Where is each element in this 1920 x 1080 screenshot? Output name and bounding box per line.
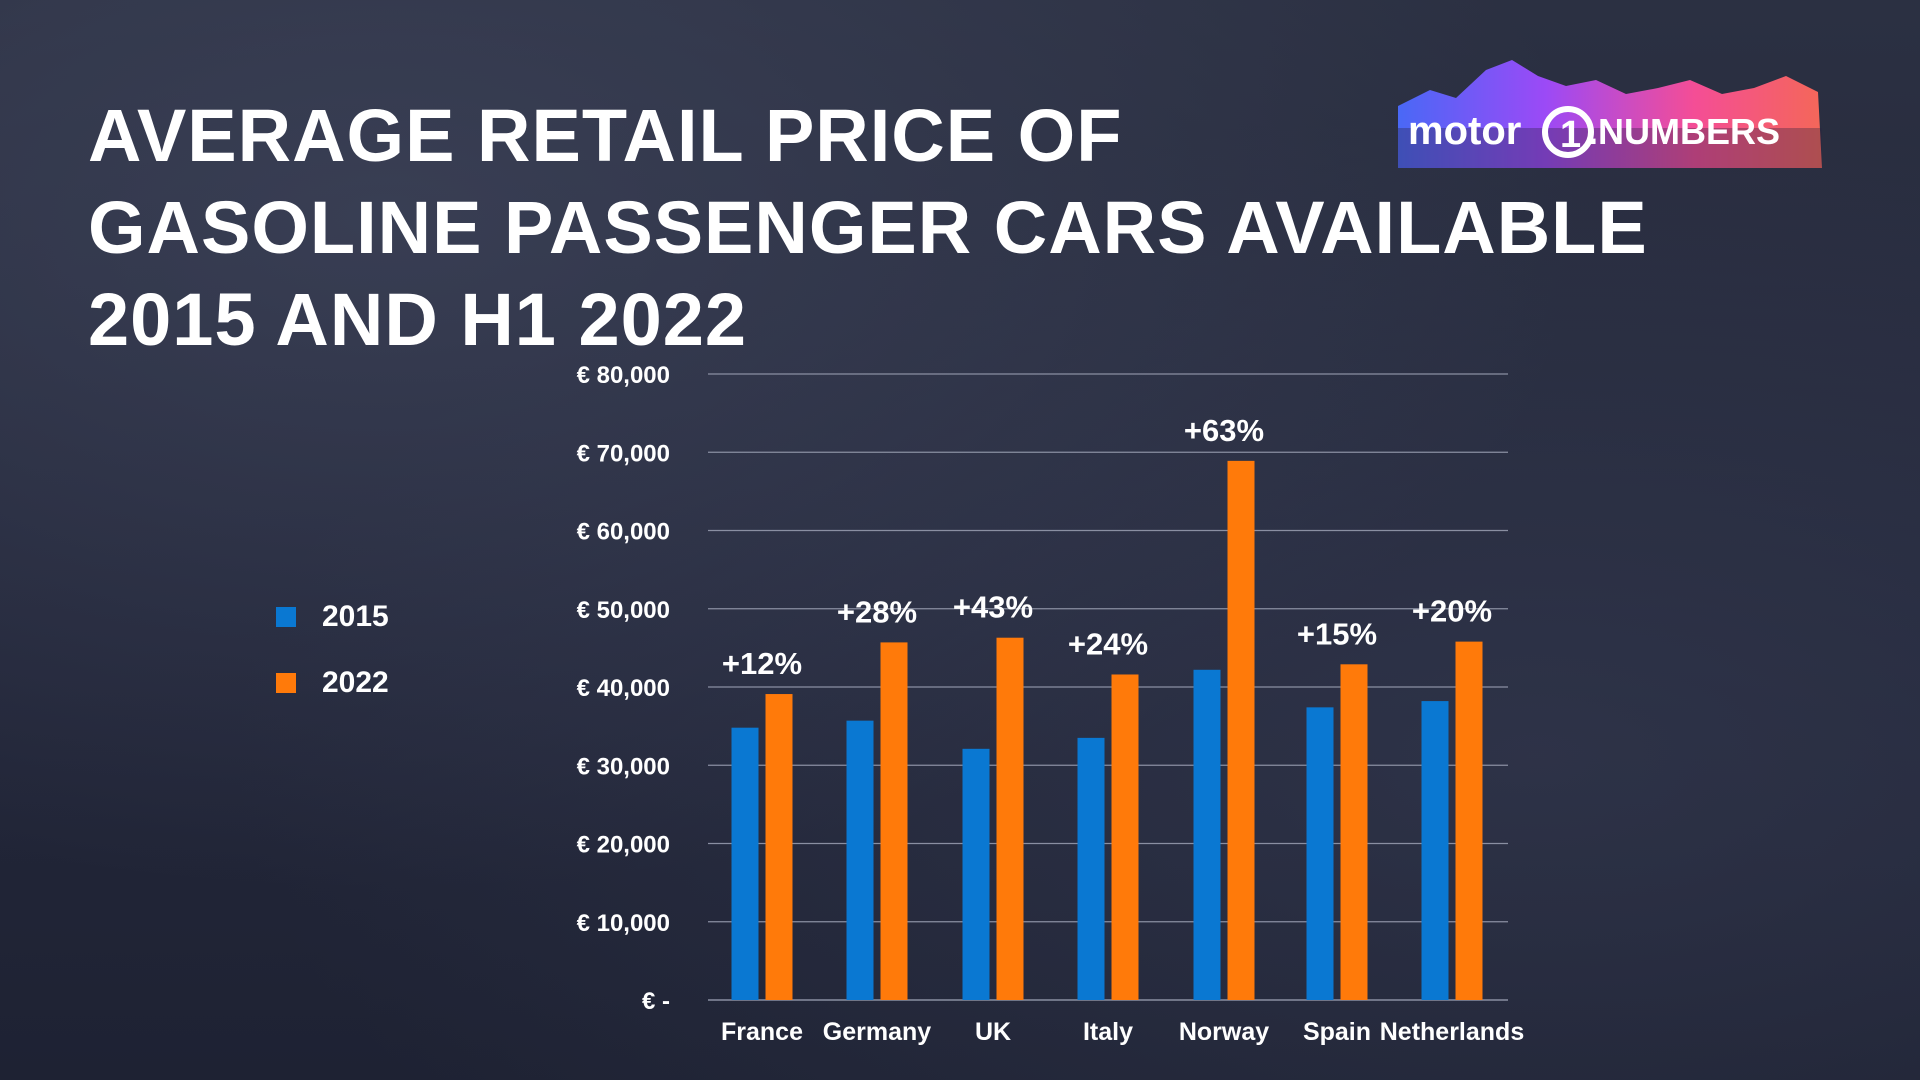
bar-2022 [1111, 674, 1139, 1000]
logo-ring-icon [1542, 106, 1594, 158]
y-tick-label: € 20,000 [577, 832, 670, 859]
title-line-2: GASOLINE PASSENGER CARS AVAILABLE [88, 186, 1648, 269]
change-label: +20% [1412, 594, 1492, 629]
bar-2015 [731, 727, 759, 1000]
x-tick-label: Italy [1083, 1018, 1133, 1046]
x-tick-label: Germany [823, 1018, 931, 1046]
x-tick-label: Spain [1303, 1018, 1371, 1046]
change-label: +15% [1297, 616, 1377, 651]
chart-legend: 2015 2022 [276, 584, 389, 716]
title-line-1: AVERAGE RETAIL PRICE OF [88, 94, 1123, 177]
bar-2022 [996, 637, 1024, 1000]
logo-text-motor: motor [1408, 109, 1521, 153]
legend-swatch-2015 [276, 607, 296, 627]
bar-2022 [880, 642, 908, 1000]
mountain-skyline-icon [1398, 60, 1822, 168]
bar-2015 [962, 748, 990, 1000]
bar-2022 [1455, 641, 1483, 1000]
change-label: +24% [1068, 626, 1148, 661]
y-tick-label: € - [642, 988, 670, 1015]
bar-2022 [765, 694, 793, 1000]
x-tick-label: France [721, 1018, 803, 1046]
bar-2015 [1193, 669, 1221, 1000]
y-tick-label: € 10,000 [577, 910, 670, 937]
logo-numeral: 1 [1560, 114, 1581, 156]
change-label: +28% [837, 594, 917, 629]
x-tick-label: Norway [1179, 1018, 1269, 1046]
legend-item-2022: 2022 [276, 650, 389, 716]
bar-2015 [846, 720, 874, 1000]
y-tick-label: € 30,000 [577, 753, 670, 780]
bar-2022 [1340, 664, 1368, 1000]
legend-label-2022: 2022 [322, 666, 389, 699]
legend-item-2015: 2015 [276, 584, 389, 650]
chart-title: AVERAGE RETAIL PRICE OF GASOLINE PASSENG… [88, 90, 1648, 366]
y-tick-label: € 70,000 [577, 440, 670, 467]
bar-2015 [1306, 707, 1334, 1000]
x-tick-label: UK [975, 1018, 1011, 1046]
legend-swatch-2022 [276, 673, 296, 693]
change-label: +12% [722, 646, 802, 681]
logo-text-numbers: .NUMBERS [1588, 111, 1780, 152]
y-tick-label: € 80,000 [577, 362, 670, 389]
legend-label-2015: 2015 [322, 600, 389, 633]
y-tick-label: € 40,000 [577, 675, 670, 702]
x-tick-label: Netherlands [1380, 1018, 1524, 1046]
bar-2022 [1227, 460, 1255, 1000]
y-tick-label: € 50,000 [577, 597, 670, 624]
y-tick-label: € 60,000 [577, 519, 670, 546]
change-label: +43% [953, 590, 1033, 625]
bar-2015 [1077, 737, 1105, 1000]
change-label: +63% [1184, 413, 1264, 448]
title-line-3: 2015 AND H1 2022 [88, 278, 748, 361]
motor1-numbers-logo: motor 1 .NUMBERS [1390, 50, 1830, 180]
bar-2015 [1421, 701, 1449, 1000]
